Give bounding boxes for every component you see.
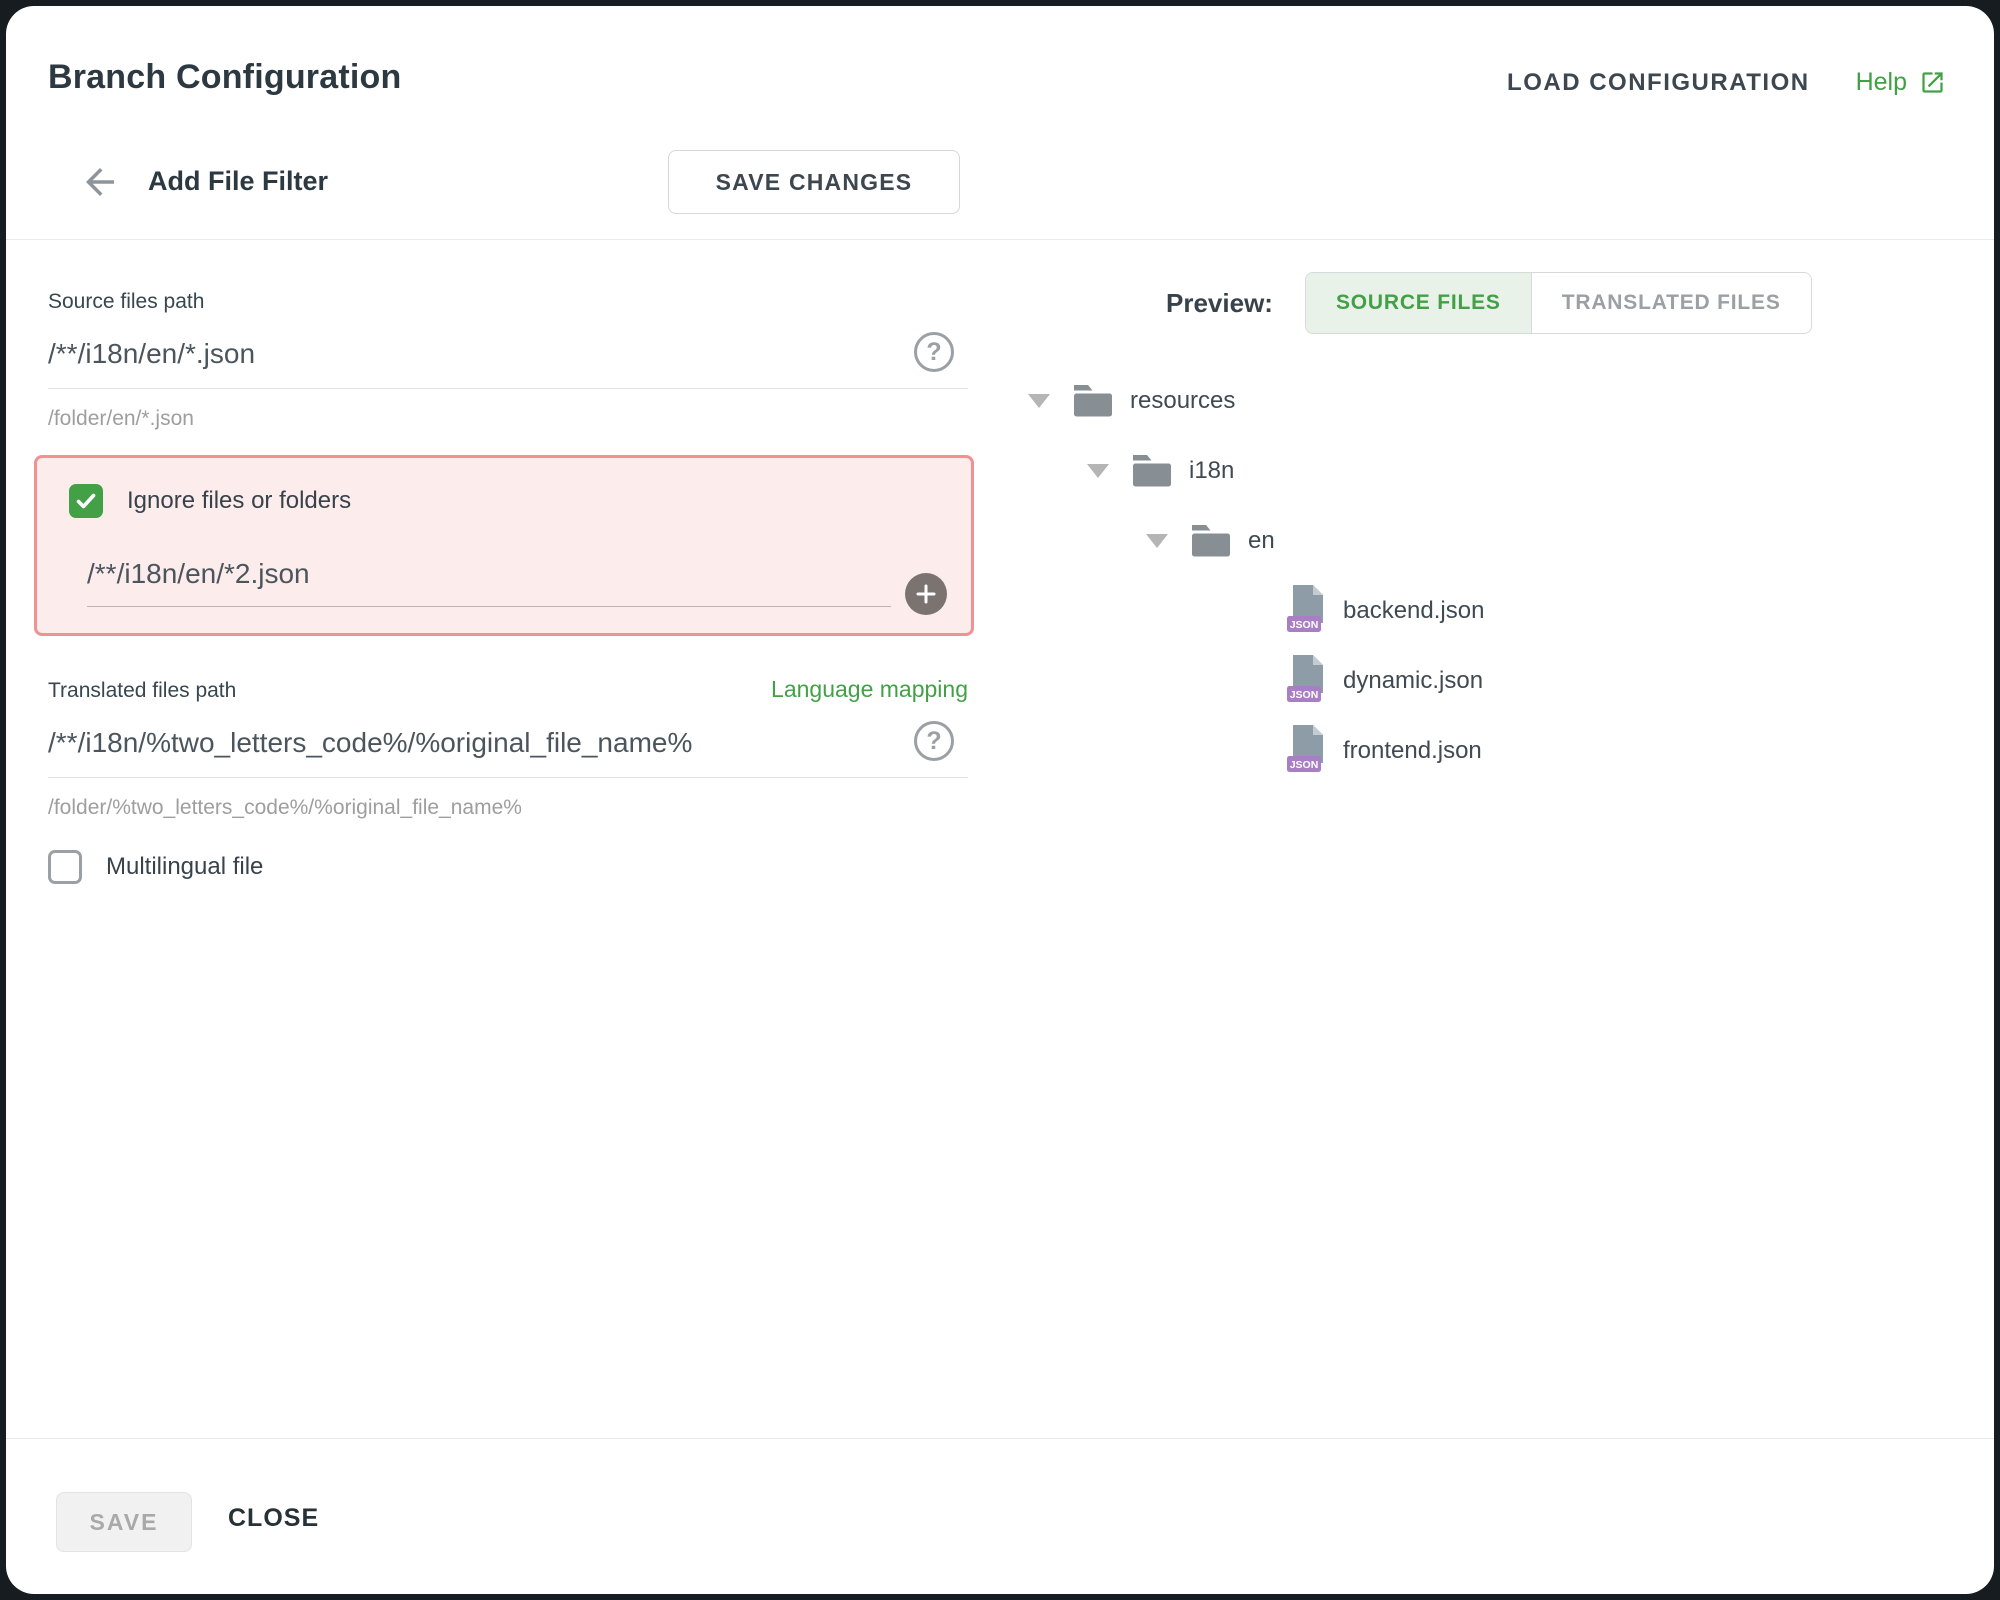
close-button[interactable]: CLOSE [228,1504,320,1532]
preview-label: Preview: [1166,287,1273,318]
tree-row[interactable]: JSON backend.json [1016,576,1876,646]
chevron-down-icon[interactable] [1087,464,1109,478]
ignore-files-check-row[interactable]: Ignore files or folders [69,484,971,518]
preview-tab[interactable]: SOURCE FILES [1305,273,1531,333]
check-icon [76,493,96,509]
plus-icon [916,584,936,604]
ignore-files-label: Ignore files or folders [127,487,352,514]
ignore-pattern-input[interactable]: /**/i18n/en/*2.json [87,552,891,607]
translated-files-path-label: Translated files path [48,679,237,702]
source-files-path-value: /**/i18n/en/*.json [48,338,256,369]
tree-row[interactable]: JSON frontend.json [1016,716,1876,786]
tree-item-label: en [1248,527,1275,554]
tree-row[interactable]: JSON resources [1016,366,1876,436]
page-title: Branch Configuration [48,58,402,96]
preview-tab-label: SOURCE FILES [1335,291,1501,314]
language-mapping-link[interactable]: Language mapping [771,676,968,702]
tree-item-label: i18n [1189,457,1235,484]
folder-icon [1131,454,1173,488]
multilingual-checkbox[interactable] [48,850,82,884]
translated-files-path-value: /**/i18n/%two_letters_code%/%original_fi… [48,727,693,758]
multilingual-check-row[interactable]: Multilingual file [48,850,968,884]
preview-tab-label: TRANSLATED FILES [1561,291,1781,314]
arrow-left-icon [79,161,121,203]
ignore-pattern-value: /**/i18n/en/*2.json [87,558,310,589]
multilingual-label: Multilingual file [106,853,264,880]
help-link[interactable]: Help [1856,68,1946,97]
svg-text:JSON: JSON [1290,689,1319,701]
tree-row[interactable]: JSON dynamic.json [1016,646,1876,716]
svg-text:JSON: JSON [1290,759,1319,771]
json-file-icon: JSON [1287,724,1327,778]
preview-header: Preview: SOURCE FILES TRANSLATED FILES [1166,272,1812,334]
source-files-path-label: Source files path [48,290,205,313]
subheader-title: Add File Filter [148,166,329,196]
save-changes-button[interactable]: SAVE CHANGES [668,150,960,214]
folder-icon [1072,384,1114,418]
translated-files-path-input[interactable]: /**/i18n/%two_letters_code%/%original_fi… [48,719,968,778]
external-link-icon [1919,69,1946,96]
translated-label-row: Translated files path Language mapping [48,676,968,703]
source-files-path-input[interactable]: /**/i18n/en/*.json ? [48,330,968,389]
translated-path-help-icon[interactable]: ? [914,721,954,761]
json-file-icon: JSON [1287,584,1327,638]
tree-item-label: backend.json [1343,597,1485,624]
branch-configuration-dialog: Branch Configuration LOAD CONFIGURATION … [6,6,1994,1594]
tree-item-label: dynamic.json [1343,667,1484,694]
tree-item-label: frontend.json [1343,737,1482,764]
preview-tab-group: SOURCE FILES TRANSLATED FILES [1304,272,1812,334]
preview-tab[interactable]: TRANSLATED FILES [1530,273,1811,333]
json-file-icon: JSON [1287,654,1327,708]
header-actions: LOAD CONFIGURATION Help [1507,68,1946,97]
tree-row[interactable]: JSON en [1016,506,1876,576]
ignore-files-section: Ignore files or folders /**/i18n/en/*2.j… [34,455,974,636]
header-divider [6,239,1994,240]
add-ignore-pattern-button[interactable] [905,573,947,615]
source-path-help-icon[interactable]: ? [914,332,954,372]
tree-row[interactable]: JSON i18n [1016,436,1876,506]
footer-divider [6,1438,1994,1439]
chevron-down-icon[interactable] [1028,394,1050,408]
folder-icon [1190,524,1232,558]
file-tree: JSON resources JSON i18n [1016,366,1876,786]
help-link-label: Help [1855,68,1907,96]
chevron-down-icon[interactable] [1146,534,1168,548]
translated-path-hint: /folder/%two_letters_code%/%original_fil… [48,796,522,819]
tree-item-label: resources [1130,387,1236,414]
load-configuration-button[interactable]: LOAD CONFIGURATION [1507,68,1810,96]
ignore-files-checkbox[interactable] [69,484,103,518]
back-button[interactable] [76,158,124,206]
file-filter-form: Source files path /**/i18n/en/*.json ? /… [34,290,974,884]
save-button[interactable]: SAVE [56,1492,192,1552]
source-path-hint: /folder/en/*.json [48,407,194,430]
svg-text:JSON: JSON [1290,619,1319,631]
